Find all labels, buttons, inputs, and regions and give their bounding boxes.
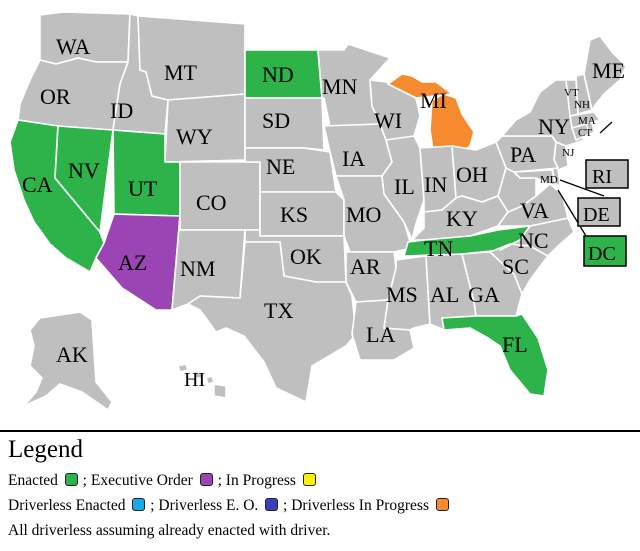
label-ri: RI bbox=[592, 166, 612, 188]
label-tn: TN bbox=[424, 236, 453, 261]
label-ne: NE bbox=[266, 154, 295, 179]
label-hi: HI bbox=[184, 369, 205, 391]
de-callout-box bbox=[577, 197, 621, 227]
label-sc: SC bbox=[502, 254, 529, 279]
label-ca: CA bbox=[22, 172, 53, 197]
label-ma: MA bbox=[578, 115, 596, 127]
legend-driverless-in-progress-label: ; Driverless In Progress bbox=[283, 497, 429, 514]
label-ct: CT bbox=[578, 127, 592, 139]
label-ga: GA bbox=[468, 282, 500, 307]
label-nd: ND bbox=[262, 62, 294, 87]
state-mi bbox=[429, 93, 475, 157]
label-in: IN bbox=[424, 172, 447, 197]
legend-row-1: Enacted ; Executive Order ; In Progress bbox=[8, 468, 634, 493]
legend-title: Legend bbox=[8, 436, 83, 463]
label-pa: PA bbox=[510, 142, 536, 167]
state-nc bbox=[499, 217, 575, 257]
legend-driverless-enacted-swatch bbox=[132, 498, 146, 511]
legend-enacted-label: Enacted bbox=[8, 472, 58, 489]
label-de: DE bbox=[583, 204, 610, 226]
state-mt bbox=[137, 15, 246, 101]
label-co: CO bbox=[196, 190, 227, 215]
state-hi bbox=[177, 363, 227, 399]
us-map: WA OR CA ID NV MT WY UT CO AZ NM ND SD N… bbox=[9, 11, 629, 411]
label-nv: NV bbox=[68, 158, 100, 183]
legend-driverless-eo-label: ; Driverless E. O. bbox=[150, 497, 259, 514]
label-oh: OH bbox=[456, 162, 488, 187]
label-or: OR bbox=[40, 84, 71, 109]
label-wi: WI bbox=[374, 108, 402, 133]
label-mt: MT bbox=[164, 60, 198, 85]
label-ms: MS bbox=[386, 282, 418, 307]
label-tx: TX bbox=[264, 298, 293, 323]
legend-enacted-swatch bbox=[64, 473, 78, 486]
label-la: LA bbox=[366, 322, 395, 347]
label-nm: NM bbox=[180, 256, 215, 281]
label-mn: MN bbox=[322, 74, 358, 99]
legend-in-progress-swatch bbox=[302, 473, 316, 486]
legend-driverless-in-progress-swatch bbox=[435, 498, 449, 511]
legend: Legend Enacted ; Executive Order ; In Pr… bbox=[8, 436, 634, 543]
state-nv bbox=[54, 125, 114, 233]
label-ny: NY bbox=[538, 114, 570, 139]
label-nh: NH bbox=[574, 99, 590, 111]
legend-divider bbox=[0, 430, 640, 432]
label-il: IL bbox=[394, 174, 415, 199]
label-nj: NJ bbox=[562, 147, 575, 159]
label-ks: KS bbox=[280, 202, 308, 227]
label-mi: MI bbox=[420, 88, 447, 113]
state-mi-up bbox=[387, 73, 453, 99]
state-ak bbox=[23, 311, 113, 411]
state-tx bbox=[187, 241, 357, 403]
label-va: VA bbox=[520, 198, 549, 223]
label-vt: VT bbox=[564, 87, 579, 99]
label-al: AL bbox=[430, 282, 459, 307]
state-me bbox=[583, 35, 627, 111]
state-fl bbox=[441, 313, 549, 397]
legend-executive-order-swatch bbox=[199, 473, 213, 486]
label-ut: UT bbox=[128, 176, 158, 201]
label-me: ME bbox=[592, 58, 625, 83]
label-sd: SD bbox=[262, 108, 290, 133]
legend-executive-order-label: ; Executive Order bbox=[82, 472, 193, 489]
label-mo: MO bbox=[346, 202, 381, 227]
legend-in-progress-label: ; In Progress bbox=[217, 472, 296, 489]
label-dc: DC bbox=[588, 243, 616, 265]
ri-callout-box bbox=[585, 159, 629, 189]
legend-note: All driverless assuming already enacted … bbox=[8, 522, 331, 539]
label-fl: FL bbox=[502, 332, 528, 357]
label-ar: AR bbox=[350, 254, 381, 279]
label-az: AZ bbox=[118, 250, 147, 275]
label-nc: NC bbox=[518, 228, 549, 253]
label-wa: WA bbox=[56, 34, 90, 59]
label-ky: KY bbox=[446, 206, 478, 231]
state-ma bbox=[569, 111, 601, 129]
label-ia: IA bbox=[342, 146, 365, 171]
dc-callout-box bbox=[583, 235, 627, 267]
label-ak: AK bbox=[56, 342, 88, 367]
label-ok: OK bbox=[290, 244, 322, 269]
legend-driverless-enacted-label: Driverless Enacted bbox=[8, 497, 126, 514]
label-wy: WY bbox=[176, 124, 213, 149]
label-md: MD bbox=[540, 174, 558, 186]
legend-row-2: Driverless Enacted ; Driverless E. O. ; … bbox=[8, 493, 634, 518]
legend-driverless-eo-swatch bbox=[265, 498, 279, 511]
label-id: ID bbox=[110, 98, 133, 123]
